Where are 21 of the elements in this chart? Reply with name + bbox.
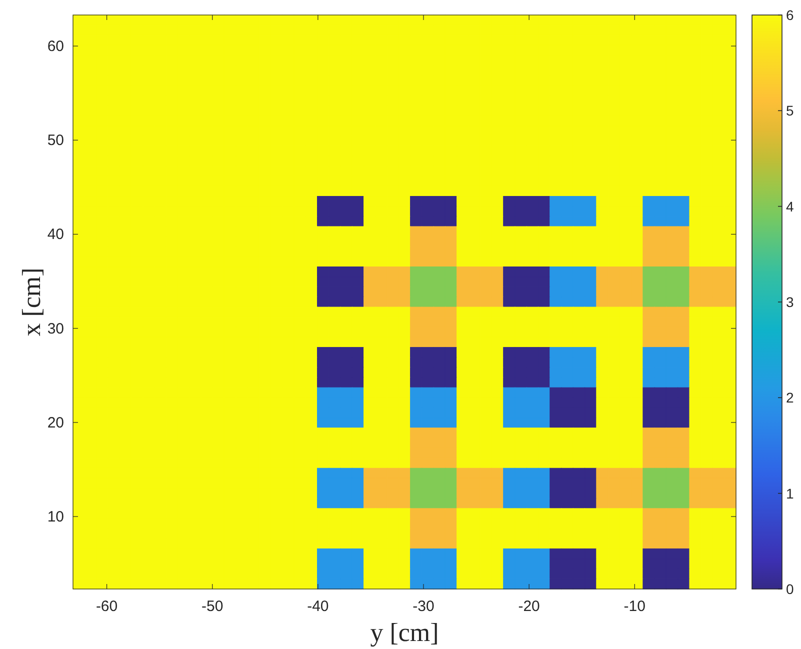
x-tick-label: -60 xyxy=(96,598,118,615)
color-bar-label: 4 xyxy=(786,198,794,214)
y-tick-label: 10 xyxy=(47,508,64,526)
x-tick-label: -10 xyxy=(624,598,646,615)
color-bar-label: 0 xyxy=(786,581,794,597)
y-tick-label: 50 xyxy=(47,132,64,150)
color-bar-label: 1 xyxy=(786,485,794,502)
x-tick-label: -30 xyxy=(412,598,434,615)
y-tick-label: 40 xyxy=(47,226,64,244)
y-tick-label: 30 xyxy=(47,320,64,338)
y-tick-label: 60 xyxy=(47,38,64,56)
color-bar-label: 2 xyxy=(786,390,794,406)
y-axis-title: x [cm] xyxy=(17,268,46,336)
x-tick-label: -40 xyxy=(307,598,329,615)
x-tick-label: -50 xyxy=(202,598,224,615)
x-tick-label: -20 xyxy=(518,598,540,615)
color-bar-label: 5 xyxy=(786,102,794,119)
color-bar-label: 6 xyxy=(786,7,794,23)
x-axis-title: y [cm] xyxy=(370,618,439,647)
color-bar-label: 3 xyxy=(786,294,794,310)
y-tick-label: 20 xyxy=(47,414,64,432)
